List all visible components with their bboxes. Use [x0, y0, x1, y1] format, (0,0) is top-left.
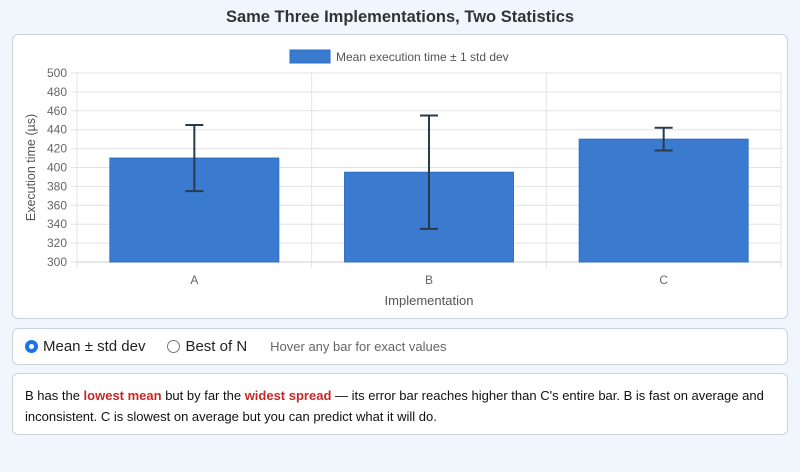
y-tick-label: 300 [47, 255, 67, 269]
x-tick-label: C [659, 273, 668, 287]
hover-hint: Hover any bar for exact values [270, 339, 447, 354]
page-title: Same Three Implementations, Two Statisti… [225, 8, 575, 26]
x-axis-title: Implementation [385, 293, 474, 308]
note-highlight-widest-spread: widest spread [244, 388, 332, 403]
y-tick-label: 440 [47, 123, 67, 137]
y-tick-label: 420 [47, 142, 67, 156]
mean-std-radio[interactable] [25, 340, 38, 353]
note-text-3: — its error bar reaches higher than C's … [25, 388, 764, 424]
mean-std-label[interactable]: Mean ± std dev [43, 338, 146, 355]
y-tick-label: 480 [47, 85, 67, 99]
legend-label: Mean execution time ± 1 std dev [336, 50, 509, 64]
y-tick-label: 460 [47, 104, 67, 118]
note-text-2: but by far the [161, 388, 245, 403]
y-axis-title: Execution time (µs) [24, 114, 38, 221]
bar-chart[interactable]: 300 320 340 360 380 400 420 440 460 480 500 A B C Impl… [13, 35, 789, 320]
note-highlight-lowest-mean: lowest mean [83, 388, 162, 403]
best-of-n-radio[interactable] [167, 340, 181, 353]
y-tick-label: 320 [47, 236, 67, 250]
y-tick-label: 500 [47, 66, 67, 80]
y-tick-label: 340 [47, 217, 67, 231]
y-tick-label: 380 [47, 179, 67, 193]
chart-panel: 300 320 340 360 380 400 420 440 460 480 500 A B C Impl… [12, 34, 788, 319]
best-of-n-radio-option[interactable]: Best of N [167, 338, 247, 355]
best-of-n-label[interactable]: Best of N [185, 338, 248, 355]
explanation-note: B has the lowest mean but by far the wid… [12, 373, 788, 435]
x-tick-label: A [190, 273, 198, 287]
y-tick-label: 400 [47, 161, 67, 175]
note-text-1: B has the [25, 388, 84, 403]
legend-swatch [289, 49, 331, 64]
statistic-toggle: Mean ± std dev Best of N Hover any bar f… [12, 328, 788, 365]
mean-std-radio-option[interactable]: Mean ± std dev [25, 338, 145, 355]
x-tick-label: B [425, 273, 433, 287]
bar-C[interactable] [578, 138, 749, 263]
y-tick-label: 360 [47, 198, 67, 212]
